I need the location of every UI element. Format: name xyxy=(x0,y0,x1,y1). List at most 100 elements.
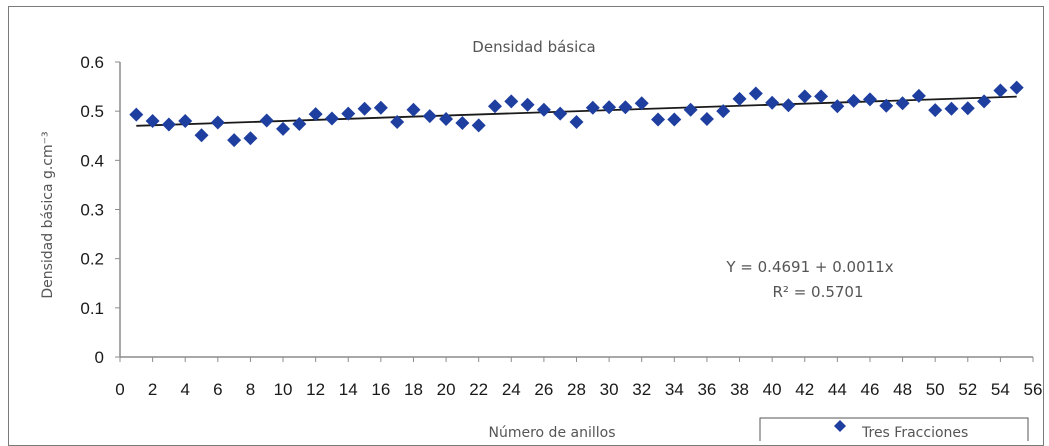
data-point xyxy=(977,94,992,109)
x-tick-label: 10 xyxy=(274,380,293,399)
data-point xyxy=(553,106,568,121)
x-tick-label: 42 xyxy=(795,380,814,399)
x-tick-label: 54 xyxy=(991,380,1010,399)
data-point xyxy=(911,88,926,103)
data-point xyxy=(194,128,209,143)
data-point xyxy=(390,114,405,129)
x-tick-label: 48 xyxy=(893,380,912,399)
data-point xyxy=(292,116,307,131)
x-tick-label: 46 xyxy=(861,380,880,399)
data-point xyxy=(765,95,780,110)
data-point xyxy=(1009,80,1024,95)
data-point xyxy=(928,103,943,118)
data-point xyxy=(699,112,714,127)
data-point xyxy=(373,100,388,115)
data-point xyxy=(634,96,649,111)
x-tick-label: 18 xyxy=(404,380,423,399)
data-point xyxy=(145,114,160,128)
data-point xyxy=(879,98,894,113)
x-tick-label: 12 xyxy=(306,380,325,399)
data-point xyxy=(406,102,421,117)
data-point xyxy=(830,99,845,114)
x-tick-label: 32 xyxy=(632,380,651,399)
data-point xyxy=(341,106,356,121)
legend-series-label: Tres Fracciones xyxy=(861,425,968,441)
x-tick-label: 44 xyxy=(828,380,847,399)
data-point xyxy=(895,96,910,111)
y-axis-title: Densidad básica g.cm⁻³ xyxy=(40,131,56,298)
y-tick-label: 0.5 xyxy=(80,102,104,121)
data-point xyxy=(814,89,829,104)
data-point xyxy=(797,89,812,104)
data-point xyxy=(324,111,339,126)
y-tick-label: 0.3 xyxy=(80,201,104,220)
chart-title: Densidad básica xyxy=(472,38,595,56)
data-point xyxy=(259,113,274,128)
data-point xyxy=(569,114,584,129)
trend-equation: Y = 0.4691 + 0.0011x xyxy=(725,258,893,276)
x-tick-label: 30 xyxy=(600,380,619,399)
data-point xyxy=(487,99,502,114)
data-point xyxy=(944,101,959,116)
legend-box xyxy=(759,417,1029,441)
data-points xyxy=(129,80,1024,148)
x-tick-label: 34 xyxy=(665,380,684,399)
x-tick-label: 24 xyxy=(502,380,521,399)
data-point xyxy=(308,107,323,122)
x-tick-label: 50 xyxy=(926,380,945,399)
x-tick-label: 52 xyxy=(958,380,977,399)
data-point xyxy=(161,117,176,132)
x-tick-label: 2 xyxy=(148,380,157,399)
x-tick-label: 38 xyxy=(730,380,749,399)
y-tick-label: 0 xyxy=(95,348,104,367)
data-point xyxy=(683,102,698,117)
x-tick-label: 56 xyxy=(1024,380,1043,399)
x-tick-label: 16 xyxy=(371,380,390,399)
data-point xyxy=(732,91,747,106)
x-tick-label: 8 xyxy=(246,380,255,399)
y-axis-ticks: 0 0.1 0.2 0.3 0.4 0.5 0.6 xyxy=(80,53,120,367)
legend-marker-diamond xyxy=(834,420,846,432)
y-tick-label: 0.6 xyxy=(80,53,104,72)
x-axis-ticks: 0 2 4 6 8 10 12 14 16 18 20 22 24 26 28 30 32 34 36 38 40 42 4… xyxy=(115,357,1042,399)
x-axis-title: Número de anillos xyxy=(489,425,616,441)
data-point xyxy=(960,101,975,116)
data-point xyxy=(504,94,519,109)
data-point xyxy=(585,100,600,115)
y-tick-label: 0.4 xyxy=(80,151,104,170)
data-point xyxy=(602,100,617,115)
x-tick-label: 28 xyxy=(567,380,586,399)
data-point xyxy=(781,98,796,113)
x-tick-label: 14 xyxy=(339,380,358,399)
data-point xyxy=(357,101,372,116)
y-tick-label: 0.1 xyxy=(80,299,104,318)
data-point xyxy=(716,104,731,119)
data-point xyxy=(471,118,486,133)
data-point xyxy=(129,107,144,122)
data-point xyxy=(520,97,535,112)
x-tick-label: 36 xyxy=(697,380,716,399)
data-point xyxy=(651,112,666,127)
data-point xyxy=(422,109,437,124)
x-tick-label: 0 xyxy=(115,380,124,399)
data-point xyxy=(243,131,258,146)
r-squared-label: R² = 0.5701 xyxy=(772,283,863,301)
legend: Tres Fracciones xyxy=(759,417,1029,441)
x-tick-label: 6 xyxy=(213,380,222,399)
y-tick-label: 0.2 xyxy=(80,250,104,269)
x-tick-label: 4 xyxy=(180,380,189,399)
data-point xyxy=(439,112,454,127)
x-tick-label: 26 xyxy=(534,380,553,399)
data-point xyxy=(536,102,551,117)
data-point xyxy=(227,133,242,148)
data-point xyxy=(276,121,291,136)
data-point xyxy=(618,100,633,115)
data-point xyxy=(667,112,682,127)
data-point xyxy=(210,115,225,130)
data-point xyxy=(455,115,470,130)
data-point xyxy=(748,86,763,101)
x-tick-label: 20 xyxy=(437,380,456,399)
x-tick-label: 40 xyxy=(763,380,782,399)
data-point xyxy=(178,114,193,128)
